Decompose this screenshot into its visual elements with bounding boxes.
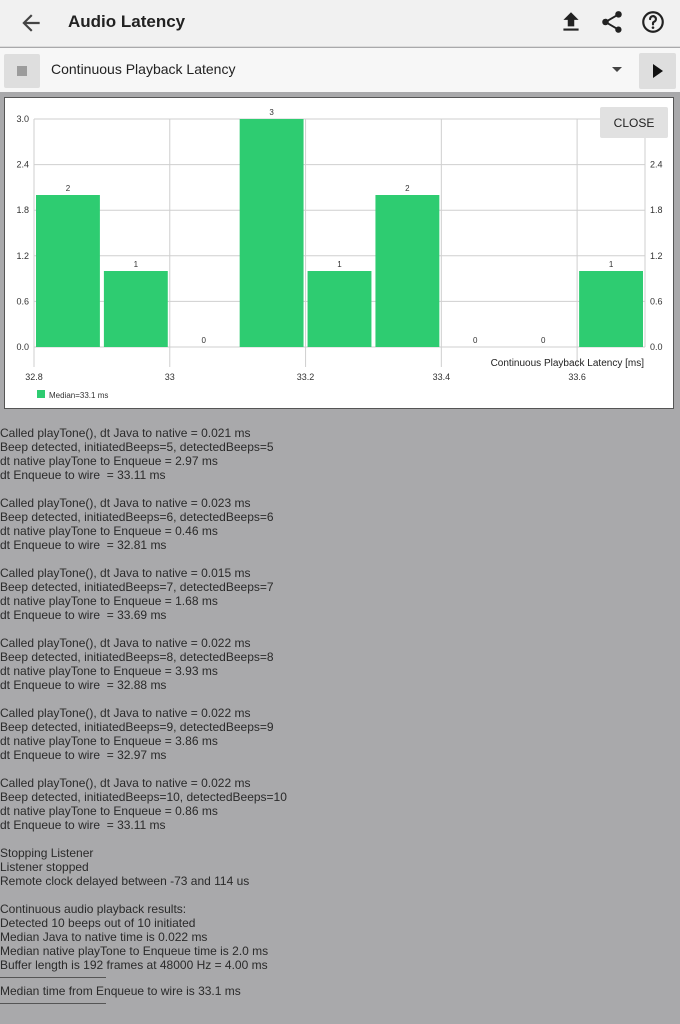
log-line	[0, 762, 680, 776]
log-line: dt Enqueue to wire = 32.81 ms	[0, 538, 167, 552]
log-line: dt Enqueue to wire = 33.69 ms	[0, 608, 167, 622]
bar-value-label: 1	[337, 260, 342, 269]
log-line	[0, 832, 680, 846]
log-line	[0, 888, 680, 902]
log-line: dt native playTone to Enqueue = 1.68 ms	[0, 594, 218, 608]
app-bar: Audio Latency	[0, 0, 680, 47]
histogram-bar	[239, 119, 304, 347]
x-tick-label: 33	[165, 372, 175, 382]
log-line: dt native playTone to Enqueue = 3.86 ms	[0, 734, 218, 748]
log-line: dt native playTone to Enqueue = 0.46 ms	[0, 524, 218, 538]
log-line: Beep detected, initiatedBeeps=10, detect…	[0, 790, 287, 804]
log-line: dt native playTone to Enqueue = 2.97 ms	[0, 454, 218, 468]
help-icon[interactable]	[640, 9, 666, 35]
histogram-bar	[375, 195, 440, 347]
histogram-panel	[4, 97, 674, 409]
test-select-value: Continuous Playback Latency	[51, 61, 236, 77]
y-tick-label-right: 1.2	[650, 251, 663, 261]
log-line: dt Enqueue to wire = 33.11 ms	[0, 818, 166, 832]
log-line: Listener stopped	[0, 860, 89, 874]
bar-value-label: 0	[473, 336, 478, 345]
share-icon[interactable]	[599, 9, 625, 35]
y-tick-label-left: 1.2	[16, 251, 29, 261]
log-line: Beep detected, initiatedBeeps=5, detecte…	[0, 440, 274, 454]
arrow-back-icon[interactable]	[18, 10, 44, 36]
test-select[interactable]: Continuous Playback Latency	[44, 52, 634, 88]
latency-histogram: 0.00.00.60.61.21.21.81.82.42.43.03.032.8…	[16, 108, 663, 400]
log-line: Beep detected, initiatedBeeps=6, detecte…	[0, 510, 274, 524]
log-line: dt Enqueue to wire = 32.88 ms	[0, 678, 167, 692]
stop-icon	[17, 66, 27, 76]
y-tick-label-right: 0.0	[650, 342, 663, 352]
bar-value-label: 2	[66, 184, 71, 193]
y-tick-label-right: 2.4	[650, 160, 663, 170]
bar-value-label: 1	[134, 260, 139, 269]
log-line: Called playTone(), dt Java to native = 0…	[0, 776, 251, 790]
log-line: Called playTone(), dt Java to native = 0…	[0, 566, 251, 580]
dropdown-caret-icon	[612, 67, 622, 72]
test-toolbar: Continuous Playback Latency	[0, 48, 680, 92]
legend-swatch	[37, 390, 45, 398]
app-title: Audio Latency	[68, 12, 186, 31]
log-line: Median native playTone to Enqueue time i…	[0, 944, 269, 958]
log-line: Buffer length is 192 frames at 48000 Hz …	[0, 958, 268, 972]
x-tick-label: 33.2	[297, 372, 315, 382]
log-line: Remote clock delayed between -73 and 114…	[0, 874, 250, 888]
x-tick-label: 33.4	[433, 372, 451, 382]
x-tick-label: 32.8	[25, 372, 43, 382]
log-line: Called playTone(), dt Java to native = 0…	[0, 496, 251, 510]
log-line: dt native playTone to Enqueue = 3.93 ms	[0, 664, 218, 678]
upload-icon[interactable]	[558, 9, 584, 35]
log-separator	[0, 977, 106, 978]
bar-value-label: 0	[541, 336, 546, 345]
log-line	[0, 482, 680, 496]
log-line: Detected 10 beeps out of 10 initiated	[0, 916, 196, 930]
close-chart-button[interactable]: CLOSE	[600, 107, 668, 138]
histogram-bar	[103, 271, 168, 347]
y-tick-label-right: 1.8	[650, 205, 663, 215]
log-line: Beep detected, initiatedBeeps=7, detecte…	[0, 580, 274, 594]
stop-button[interactable]	[4, 54, 40, 88]
log-line: Median time from Enqueue to wire is 33.1…	[0, 984, 241, 998]
x-tick-label: 33.6	[568, 372, 586, 382]
play-icon	[653, 64, 663, 78]
log-line: Stopping Listener	[0, 846, 94, 860]
y-tick-label-left: 0.0	[16, 342, 29, 352]
log-line: Beep detected, initiatedBeeps=9, detecte…	[0, 720, 274, 734]
log-line: Median Java to native time is 0.022 ms	[0, 930, 208, 944]
log-line: Beep detected, initiatedBeeps=8, detecte…	[0, 650, 274, 664]
y-tick-label-left: 0.6	[16, 296, 29, 306]
log-line	[0, 692, 680, 706]
bar-value-label: 2	[405, 184, 410, 193]
log-output: Called playTone(), dt Java to native = 0…	[0, 426, 680, 1010]
bar-value-label: 3	[269, 108, 274, 117]
play-button[interactable]	[639, 53, 676, 89]
y-tick-label-right: 0.6	[650, 296, 663, 306]
log-line	[0, 622, 680, 636]
bar-value-label: 1	[609, 260, 614, 269]
log-line: Continuous audio playback results:	[0, 902, 187, 916]
log-separator	[0, 1003, 106, 1004]
y-tick-label-left: 2.4	[16, 160, 29, 170]
log-line: Called playTone(), dt Java to native = 0…	[0, 426, 251, 440]
log-line: Called playTone(), dt Java to native = 0…	[0, 636, 251, 650]
histogram-bar	[307, 271, 372, 347]
log-line	[0, 552, 680, 566]
log-line: Called playTone(), dt Java to native = 0…	[0, 706, 251, 720]
x-axis-title: Continuous Playback Latency [ms]	[491, 358, 645, 369]
bar-value-label: 0	[201, 336, 206, 345]
y-tick-label-left: 1.8	[16, 205, 29, 215]
legend-label: Median=33.1 ms	[49, 391, 108, 400]
log-line: dt native playTone to Enqueue = 0.86 ms	[0, 804, 218, 818]
log-line: dt Enqueue to wire = 33.11 ms	[0, 468, 166, 482]
histogram-bar	[579, 271, 643, 347]
histogram-bar	[36, 195, 100, 347]
y-tick-label-left: 3.0	[16, 114, 29, 124]
log-line: dt Enqueue to wire = 32.97 ms	[0, 748, 167, 762]
